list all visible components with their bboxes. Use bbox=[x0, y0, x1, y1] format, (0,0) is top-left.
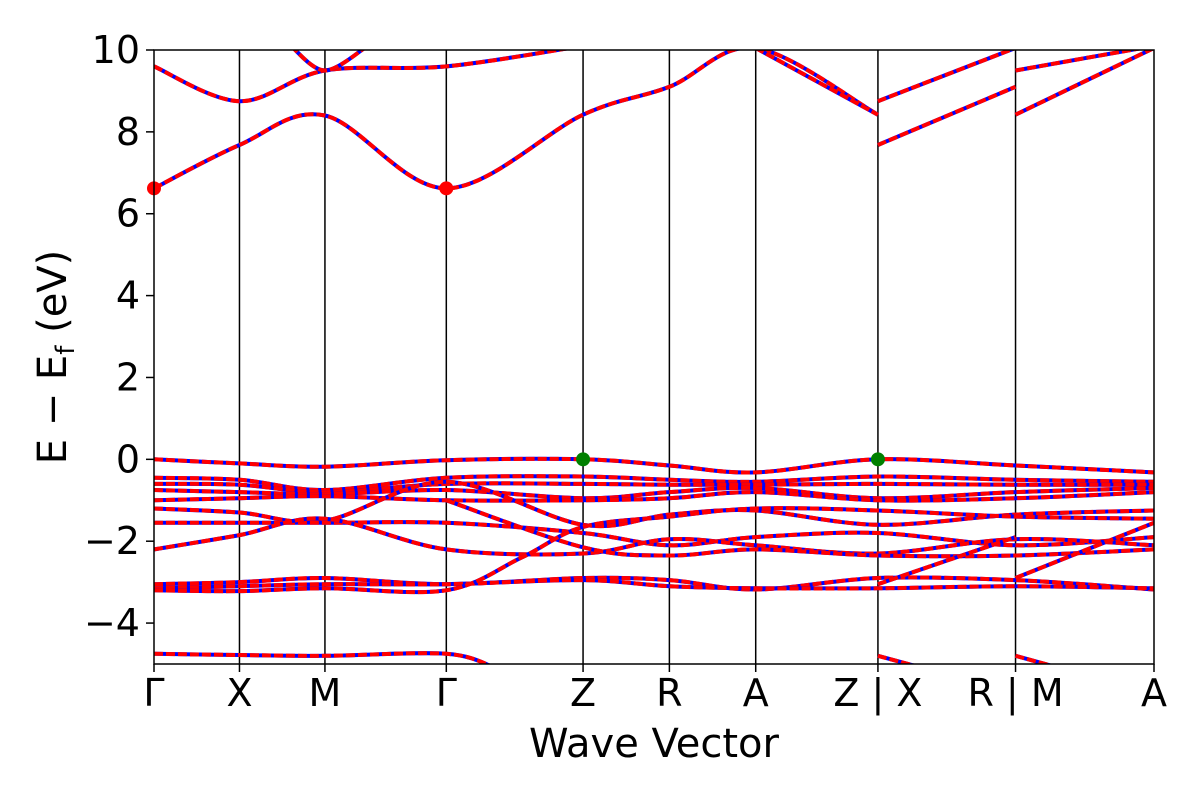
band-line-23-dashed bbox=[877, 653, 916, 664]
band-line-3-dashed bbox=[755, 50, 879, 117]
band-line-22-dashed bbox=[154, 651, 492, 664]
cbm-marker bbox=[439, 181, 454, 196]
x-tick-label: Z bbox=[570, 671, 596, 715]
y-tick-label: 10 bbox=[92, 28, 140, 72]
band-line-9-dashed bbox=[154, 474, 1154, 493]
band-line-20-dashed bbox=[877, 535, 1017, 587]
band-line-21-dashed bbox=[1014, 520, 1154, 580]
x-tick-label: X bbox=[226, 671, 252, 715]
band-line-15-dashed bbox=[154, 516, 1154, 557]
x-axis-label: Wave Vector bbox=[529, 721, 780, 767]
band-line-17-dashed bbox=[154, 575, 1154, 592]
k-point-lines bbox=[238, 50, 1017, 664]
y-tick-label: −2 bbox=[84, 519, 140, 563]
band-line-2-dashed bbox=[292, 50, 366, 73]
plot-frame bbox=[153, 49, 1155, 665]
band-lines bbox=[154, 50, 1154, 664]
band-line-11-dashed bbox=[154, 485, 1154, 501]
x-tick-label: M bbox=[309, 671, 342, 715]
y-axis-ticks: −4 −2 0 2 4 6 8 10 bbox=[84, 28, 154, 645]
y-tick-label: 0 bbox=[116, 437, 140, 481]
x-tick-label: Γ bbox=[436, 671, 457, 715]
x-tick-label: A bbox=[743, 671, 769, 715]
band-line-16-dashed bbox=[445, 498, 1154, 559]
band-line-1-dashed bbox=[154, 50, 571, 104]
band-line-13-dashed bbox=[154, 479, 1154, 529]
band-line-0-solid bbox=[154, 50, 879, 191]
band-line-19-dashed bbox=[154, 506, 1154, 595]
y-tick-label: 6 bbox=[116, 192, 140, 236]
vbm-marker bbox=[576, 452, 591, 467]
band-line-5-dashed bbox=[877, 84, 1017, 147]
y-tick-label: 2 bbox=[116, 355, 140, 399]
band-line-8-dashed bbox=[154, 456, 1154, 475]
y-tick-label: 4 bbox=[116, 274, 140, 318]
x-axis-ticks: Γ X M Γ Z R A Z | X R | M A bbox=[143, 664, 1167, 716]
x-tick-label: R | M bbox=[967, 671, 1063, 716]
y-tick-label: 8 bbox=[116, 110, 140, 154]
band-line-18-dashed bbox=[154, 578, 1154, 591]
band-line-7-dashed bbox=[1014, 50, 1154, 117]
y-axis-label: E − Ef (eV) bbox=[30, 250, 81, 465]
band-line-4-dashed bbox=[877, 50, 1016, 104]
band-line-0-dashed bbox=[154, 50, 879, 191]
x-tick-label: R bbox=[656, 671, 682, 715]
x-tick-label: A bbox=[1141, 671, 1167, 715]
band-line-1-solid bbox=[154, 50, 571, 104]
band-line-10-dashed bbox=[154, 481, 1154, 495]
band-line-24-dashed bbox=[1014, 653, 1053, 664]
y-tick-label: −4 bbox=[84, 601, 140, 645]
band-line-6-solid bbox=[1015, 50, 1143, 73]
y-axis-label-main: E − E bbox=[30, 355, 76, 465]
extremum-markers bbox=[147, 181, 885, 467]
band-line-12-dashed bbox=[154, 490, 1154, 503]
band-line-14-dashed bbox=[154, 520, 1154, 548]
x-tick-label: Γ bbox=[143, 671, 164, 715]
y-axis-label-unit: (eV) bbox=[30, 250, 76, 346]
y-axis-label-subscript: f bbox=[51, 345, 81, 355]
x-tick-label: Z | X bbox=[833, 671, 922, 716]
vbm-marker bbox=[870, 452, 885, 467]
